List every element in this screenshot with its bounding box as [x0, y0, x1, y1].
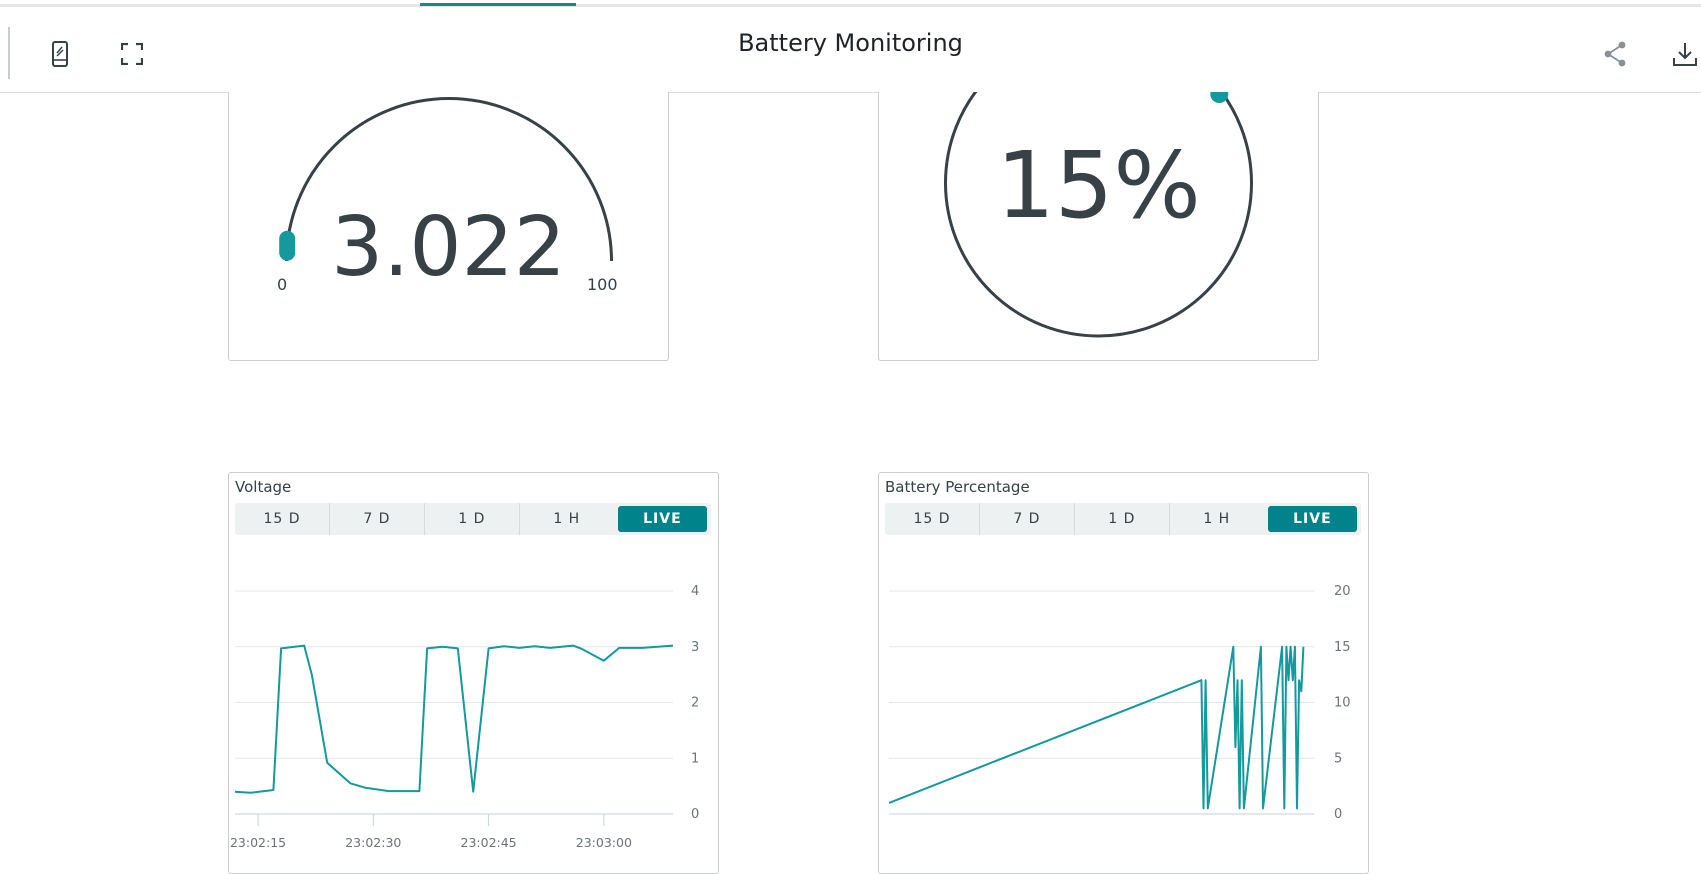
y-tick-label: 0: [1334, 807, 1342, 822]
series-line: [234, 644, 674, 794]
voltage-line-chart: 4 3 2 1 0 23:02:15 23:02:30 23:02:45 23:03:00: [230, 584, 699, 850]
gauge-min-label: 0: [277, 275, 288, 294]
gauge-value: 3.022: [331, 200, 566, 295]
series-line: [888, 645, 1305, 810]
tab-15d[interactable]: 15 D: [885, 503, 980, 535]
percentage-value: 15%: [996, 132, 1201, 239]
gauge-graphic: [279, 97, 613, 262]
voltage-chart-widget: Voltage 15 D 7 D 1 D 1 H LIVE 4 3 2 1 0 23:02…: [228, 472, 719, 874]
y-tick-label: 20: [1334, 584, 1351, 599]
tab-1d[interactable]: 1 D: [425, 503, 520, 535]
top-progress-indicator: [420, 3, 576, 6]
tab-1h[interactable]: 1 H: [1203, 511, 1231, 527]
tab-7d[interactable]: 7 D: [330, 503, 425, 535]
tab-15d[interactable]: 15 D: [235, 503, 330, 535]
tab-1h[interactable]: 1 H: [553, 511, 581, 527]
chart-title: Voltage: [235, 478, 292, 496]
tab-live[interactable]: LIVE: [617, 506, 707, 532]
percentage-circle: [944, 92, 1253, 338]
tab-7d[interactable]: 7 D: [980, 503, 1075, 535]
y-tick-label: 15: [1334, 640, 1351, 655]
voltage-gauge-widget: 3.022 0 100: [228, 92, 669, 361]
download-icon[interactable]: [1670, 32, 1700, 76]
tab-1d[interactable]: 1 D: [1075, 503, 1170, 535]
x-tick-label: 23:02:15: [230, 835, 286, 850]
dashboard-title: Battery Monitoring: [738, 29, 963, 57]
battery-percentage-widget: 15%: [878, 92, 1319, 361]
chart-title: Battery Percentage: [885, 478, 1030, 496]
x-tick-label: 23:03:00: [576, 835, 632, 850]
x-tick-label: 23:02:30: [345, 835, 401, 850]
time-range-tabs: 15 D 7 D 1 D 1 H LIVE: [235, 503, 711, 535]
tab-live[interactable]: LIVE: [1267, 506, 1357, 532]
mobile-view-icon[interactable]: [46, 32, 74, 76]
y-tick-label: 2: [691, 696, 699, 711]
battery-percentage-line-chart: 20 15 10 5 0: [888, 584, 1351, 822]
share-icon[interactable]: [1600, 32, 1630, 76]
fullscreen-icon[interactable]: [118, 32, 146, 76]
dashboard-header: Battery Monitoring: [0, 7, 1701, 93]
y-tick-label: 5: [1334, 751, 1342, 766]
time-range-tabs: 15 D 7 D 1 D 1 H LIVE: [885, 503, 1361, 535]
gauge-max-label: 100: [587, 275, 618, 294]
gauge-arc: [285, 97, 613, 262]
percentage-indicator: [1210, 92, 1229, 103]
header-separator: [8, 27, 10, 79]
top-progress-track: [0, 4, 1701, 7]
battery-percentage-chart-widget: Battery Percentage 15 D 7 D 1 D 1 H LIVE…: [878, 472, 1369, 874]
y-tick-label: 3: [691, 640, 699, 655]
y-tick-label: 1: [691, 751, 699, 766]
y-tick-label: 4: [691, 584, 699, 599]
percentage-ring: [944, 92, 1253, 338]
y-tick-label: 0: [691, 807, 699, 822]
y-tick-label: 10: [1334, 696, 1351, 711]
x-tick-label: 23:02:45: [461, 835, 517, 850]
